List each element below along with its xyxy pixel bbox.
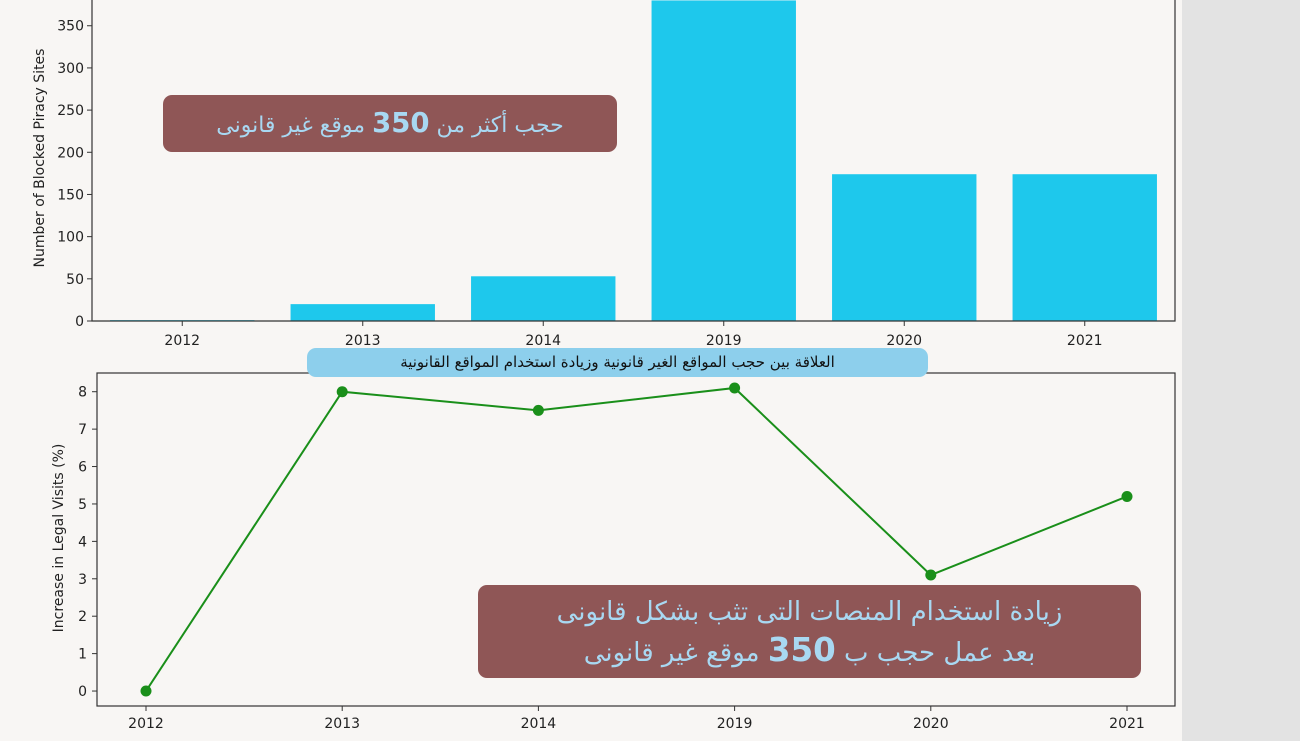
line-y-tick-label: 2: [78, 609, 87, 625]
bar-annotation-before: حجب أكثر من: [429, 113, 564, 138]
line-point-2012: [140, 685, 152, 697]
bar-x-tick-label: 2013: [345, 333, 381, 349]
bar-annotation-after: موقع غير قانونى: [216, 113, 373, 138]
line-annotation-after: موقع غير قانونى: [583, 638, 768, 668]
line-point-2019: [729, 382, 741, 394]
bar-x-tick-label: 2019: [706, 333, 742, 349]
bar-y-tick-label: 300: [57, 61, 84, 77]
line-annotation-number: 350: [767, 631, 836, 669]
line-series: [145, 386, 1128, 692]
line-x-tick-label: 2014: [521, 716, 557, 732]
bar-y-tick-label: 350: [57, 19, 84, 35]
line-chart-banner: العلاقة بين حجب المواقع الغير قانونية وز…: [307, 348, 928, 377]
bar-2019: [651, 0, 796, 322]
bar-y-tick-label: 200: [57, 145, 84, 161]
bar-2014: [471, 276, 616, 321]
line-annotation: زيادة استخدام المنصات التى تثب بشكل قانو…: [478, 585, 1141, 678]
line-y-tick-label: 5: [78, 497, 87, 513]
bar-annotation: حجب أكثر من 350 موقع غير قانونى: [163, 95, 617, 152]
bar-y-tick-label: 250: [57, 103, 84, 119]
bar-y-tick-label: 0: [75, 314, 84, 330]
line-y-tick-label: 7: [78, 422, 87, 438]
line-x-tick-label: 2012: [128, 716, 164, 732]
bar-y-tick-label: 50: [66, 272, 84, 288]
line-annotation-line2: بعد عمل حجب ب 350 موقع غير قانونى: [478, 631, 1141, 672]
bar-x-tick-label: 2014: [525, 333, 561, 349]
line-y-tick-label: 4: [78, 534, 87, 550]
line-y-tick-label: 0: [78, 684, 87, 700]
line-x-tick-label: 2019: [717, 716, 753, 732]
bar-2013: [290, 304, 435, 321]
bar-y-axis-label: Number of Blocked Piracy Sites: [32, 49, 48, 268]
bar-y-tick-label: 100: [57, 230, 84, 246]
bar-y-tick-label: 150: [57, 187, 84, 203]
line-point-2014: [532, 404, 544, 416]
bar-x-tick-label: 2021: [1067, 333, 1103, 349]
line-y-tick-label: 1: [78, 647, 87, 663]
bar-axes-frame: [91, 0, 1176, 322]
bar-x-tick-label: 2020: [886, 333, 922, 349]
line-point-2013: [336, 386, 348, 398]
charts-svg: 2012 2013 2014 2019 2020 20210501001502002503…: [32, 0, 1176, 732]
line-y-tick-label: 6: [78, 460, 87, 476]
line-x-tick-label: 2020: [913, 716, 949, 732]
figure-canvas: 2012 2013 2014 2019 2020 2021 0 50 100 150 200 250 3…: [0, 0, 1182, 741]
bar-2020: [832, 174, 977, 321]
bar-2021: [1012, 174, 1157, 321]
line-point-2020: [925, 569, 937, 581]
line-y-tick-label: 3: [78, 572, 87, 588]
bar-x-tick-label: 2012: [164, 333, 200, 349]
line-y-axis-label: Increase in Legal Visits (%): [51, 444, 67, 633]
line-x-tick-label: 2021: [1109, 716, 1145, 732]
line-annotation-line1: زيادة استخدام المنصات التى تثب بشكل قانو…: [556, 597, 1063, 627]
bar-annotation-number: 350: [372, 107, 430, 139]
line-x-tick-label: 2013: [324, 716, 360, 732]
line-annotation-before: بعد عمل حجب ب: [835, 638, 1036, 668]
line-point-2021: [1121, 490, 1133, 502]
line-y-tick-label: 8: [78, 385, 87, 401]
